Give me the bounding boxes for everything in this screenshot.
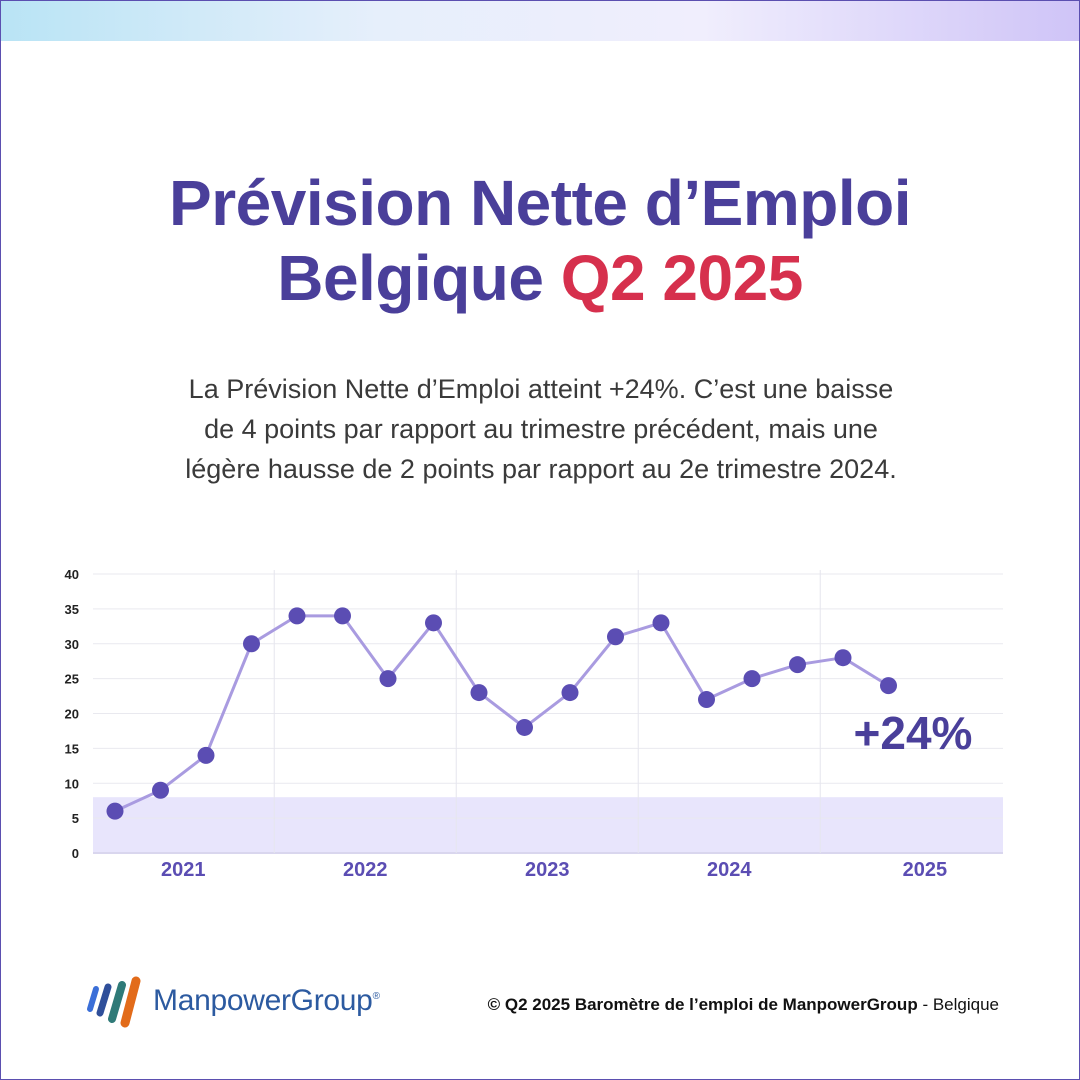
title-country: Belgique: [277, 242, 544, 314]
header-gradient-band: [1, 1, 1079, 41]
data-point: [743, 670, 761, 688]
data-point: [880, 677, 897, 695]
summary-line-1: La Prévision Nette d’Emploi atteint +24%…: [188, 374, 894, 404]
copyright-country: - Belgique: [917, 995, 999, 1014]
data-point: [197, 746, 215, 764]
summary-line-3: légère hausse de 2 points par rapport au…: [185, 454, 897, 484]
y-tick-label: 10: [65, 776, 79, 791]
y-tick-label: 40: [65, 567, 79, 582]
data-point: [607, 628, 624, 646]
latest-value-callout: +24%: [854, 707, 973, 759]
copyright-source: © Q2 2025 Baromètre de l’emploi de Manpo…: [487, 995, 918, 1014]
x-year-label: 2022: [343, 859, 388, 881]
y-tick-label: 30: [65, 637, 79, 652]
copyright-text: © Q2 2025 Baromètre de l’emploi de Manpo…: [488, 995, 999, 1015]
x-year-label: 2023: [525, 859, 570, 881]
page-title-line2: Belgique Q2 2025: [1, 238, 1079, 318]
data-point: [834, 649, 852, 667]
data-point: [243, 635, 260, 653]
y-tick-label: 0: [72, 846, 79, 861]
page-title-line1: Prévision Nette d’Emploi: [169, 167, 911, 239]
x-year-label: 2021: [161, 859, 206, 881]
y-tick-label: 20: [65, 707, 79, 722]
summary-line-2: de 4 points par rapport au trimestre pré…: [204, 414, 878, 444]
y-tick-label: 35: [65, 602, 79, 617]
data-point: [470, 684, 488, 702]
highlight-band: [93, 797, 1003, 853]
data-point: [288, 607, 306, 625]
data-point: [152, 781, 169, 799]
data-point: [334, 607, 351, 625]
data-point: [652, 614, 670, 632]
manpowergroup-logo: ManpowerGroup®: [81, 971, 380, 1031]
y-tick-label: 15: [65, 741, 79, 756]
title-quarter: Q2 2025: [560, 242, 804, 314]
summary-text: La Prévision Nette d’Emploi atteint +24%…: [91, 369, 991, 489]
data-point: [516, 718, 533, 736]
logo-mark-icon: [87, 976, 141, 1028]
data-point: [789, 656, 806, 674]
x-year-label: 2025: [903, 859, 948, 881]
x-year-label: 2024: [707, 859, 752, 881]
data-point: [698, 691, 715, 709]
data-point: [106, 802, 124, 820]
data-point: [425, 614, 442, 632]
y-tick-label: 25: [65, 672, 79, 687]
y-tick-label: 5: [72, 811, 79, 826]
logo-wordmark: ManpowerGroup®: [153, 984, 380, 1017]
data-point: [561, 684, 579, 702]
data-point: [379, 670, 397, 688]
